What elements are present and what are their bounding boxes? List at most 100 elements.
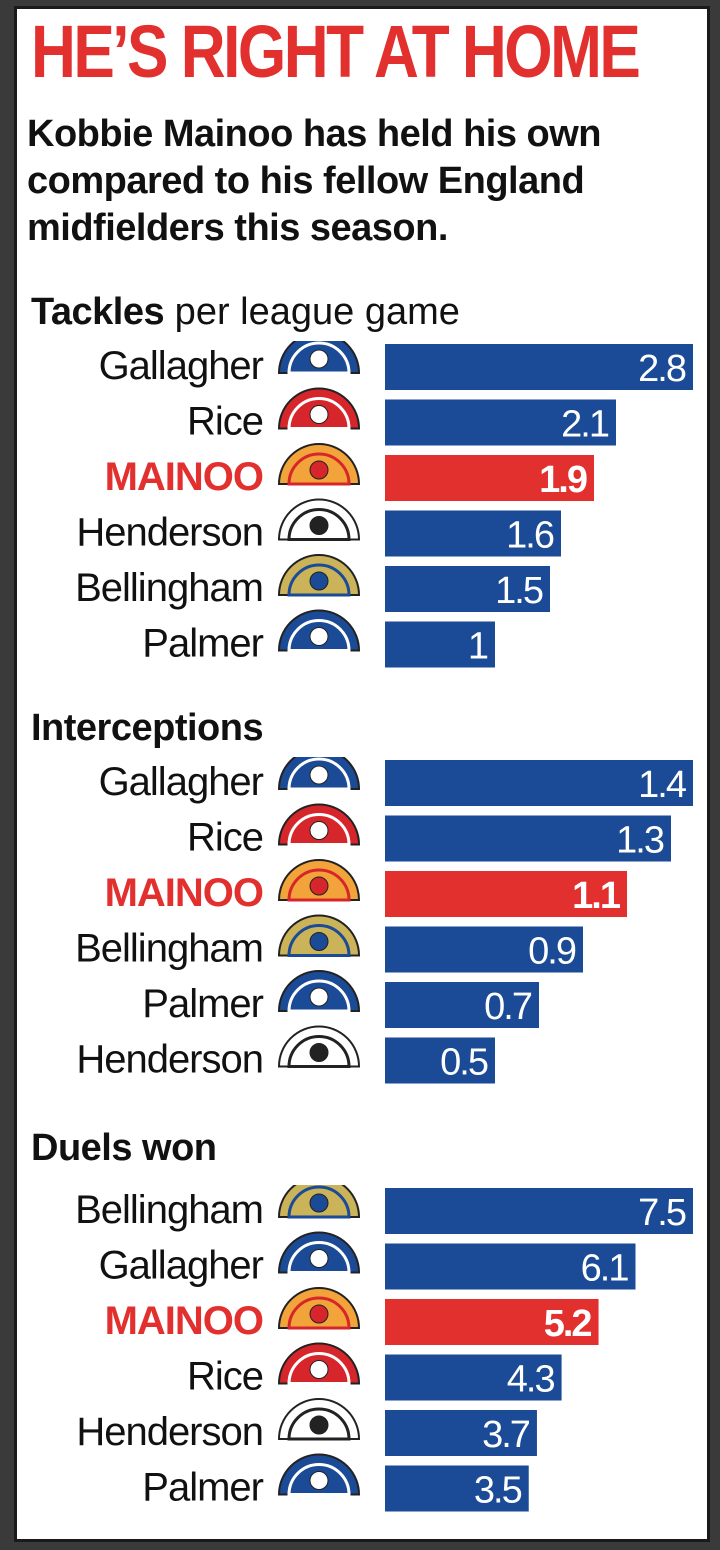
player-name: Palmer xyxy=(142,622,263,666)
value-label: 1.3 xyxy=(616,820,664,862)
infographic-panel: HE’S RIGHT AT HOME Kobbie Mainoo has hel… xyxy=(14,6,710,1542)
bar-row: Rice 1.3 xyxy=(187,803,671,862)
player-name: Palmer xyxy=(142,982,263,1026)
bar xyxy=(385,1243,636,1290)
value-label: 3.7 xyxy=(482,1414,530,1456)
chelsea-crest-icon xyxy=(277,609,361,652)
value-label: 1.6 xyxy=(506,515,554,557)
chelsea-crest-icon xyxy=(277,970,361,1013)
value-label: 0.7 xyxy=(484,986,532,1028)
bar xyxy=(385,760,693,806)
arsenal-crest-icon xyxy=(277,803,361,846)
player-name: Bellingham xyxy=(75,1188,263,1232)
interceptions-section-title: Interceptions xyxy=(31,707,264,749)
player-name: MAINOO xyxy=(105,1299,263,1343)
bar-row: Henderson 0.5 xyxy=(76,1025,495,1084)
value-label: 1 xyxy=(468,626,488,668)
player-name: Henderson xyxy=(76,1038,263,1082)
bar-row: Rice 2.1 xyxy=(187,387,616,446)
bar-row: Bellingham 7.5 xyxy=(75,1185,693,1234)
bar-row: Rice 4.3 xyxy=(187,1342,562,1401)
duels-won-bar-chart: Bellingham 7.5 Gallagher 6.1 MAINOO 5.2 Rice 4.… xyxy=(75,1185,693,1512)
value-label: 0.5 xyxy=(440,1042,488,1084)
bar xyxy=(385,1354,562,1401)
bar-row: Gallagher 1.4 xyxy=(99,757,693,806)
bar xyxy=(385,399,616,446)
bar-row: MAINOO 1.1 xyxy=(105,859,627,917)
tackles-title-rest: per league game xyxy=(164,291,460,333)
player-name: Gallagher xyxy=(99,344,264,388)
bar xyxy=(385,1465,529,1512)
bar-row: Bellingham 0.9 xyxy=(75,914,583,973)
ajax-crest-icon xyxy=(277,1025,361,1068)
value-label: 0.9 xyxy=(528,931,576,973)
subhead: Kobbie Mainoo has held his own compared … xyxy=(27,113,602,249)
chelsea-crest-icon xyxy=(277,1453,361,1496)
player-name: Gallagher xyxy=(99,760,264,804)
real-madrid-crest-icon xyxy=(277,914,361,957)
value-label: 4.3 xyxy=(507,1359,555,1401)
value-label: 2.8 xyxy=(638,348,686,390)
bar xyxy=(385,1188,693,1234)
bar xyxy=(385,510,561,557)
value-label: 1.1 xyxy=(572,875,621,917)
value-label: 3.5 xyxy=(474,1470,522,1512)
bar xyxy=(385,926,583,973)
bar xyxy=(385,566,550,612)
bar xyxy=(385,871,627,917)
bar xyxy=(385,982,539,1028)
ajax-crest-icon xyxy=(277,498,361,541)
chelsea-crest-icon xyxy=(277,1231,361,1274)
real-madrid-crest-icon xyxy=(277,554,361,597)
value-label: 2.1 xyxy=(561,404,609,446)
tackles-section-title: Tackles per league game xyxy=(31,291,460,333)
bar xyxy=(385,344,693,390)
bar xyxy=(385,1299,599,1345)
bar-row: Henderson 1.6 xyxy=(76,498,561,557)
bar xyxy=(385,1037,495,1084)
chelsea-crest-icon xyxy=(277,341,361,375)
bar-row: Bellingham 1.5 xyxy=(75,554,550,612)
value-label: 1.4 xyxy=(638,764,687,806)
chelsea-crest-icon xyxy=(277,757,361,791)
player-name: Bellingham xyxy=(75,566,263,610)
bar xyxy=(385,621,495,668)
player-name: Rice xyxy=(187,400,263,444)
player-name: MAINOO xyxy=(105,455,263,499)
value-label: 5.2 xyxy=(544,1303,592,1345)
bar-row: Gallagher 6.1 xyxy=(99,1231,636,1290)
player-name: Palmer xyxy=(142,1466,263,1510)
bar xyxy=(385,1410,537,1456)
interceptions-bar-chart: Gallagher 1.4 Rice 1.3 MAINOO 1.1 Bellingham 0.… xyxy=(75,757,693,1084)
interceptions-title-bold: Interceptions xyxy=(31,707,264,749)
duels-title-bold: Duels won xyxy=(31,1127,217,1169)
player-name: Bellingham xyxy=(75,927,263,971)
value-label: 6.1 xyxy=(581,1248,629,1290)
tackles-title-bold: Tackles xyxy=(31,291,165,333)
value-label: 1.5 xyxy=(495,570,543,612)
arsenal-crest-icon xyxy=(277,387,361,430)
player-name: MAINOO xyxy=(105,871,263,915)
man-utd-crest-icon xyxy=(277,1287,361,1330)
bar-row: MAINOO 5.2 xyxy=(105,1287,599,1345)
player-name: Gallagher xyxy=(99,1244,264,1288)
bar xyxy=(385,815,671,862)
man-utd-crest-icon xyxy=(277,859,361,902)
tackles-bar-chart: Gallagher 2.8 Rice 2.1 MAINOO 1.9 Henderson 1.6… xyxy=(75,341,693,668)
bar-row: Palmer 3.5 xyxy=(142,1453,529,1512)
bar-row: Palmer 1 xyxy=(142,609,495,668)
bar xyxy=(385,455,594,501)
bar-row: Gallagher 2.8 xyxy=(99,341,693,390)
player-name: Rice xyxy=(187,816,263,860)
player-name: Henderson xyxy=(76,511,263,555)
value-label: 7.5 xyxy=(638,1192,686,1234)
player-name: Rice xyxy=(187,1355,263,1399)
headline: HE’S RIGHT AT HOME xyxy=(31,10,641,93)
arsenal-crest-icon xyxy=(277,1342,361,1385)
bar-row: Palmer 0.7 xyxy=(142,970,539,1028)
ajax-crest-icon xyxy=(277,1398,361,1441)
bar-row: Henderson 3.7 xyxy=(76,1398,537,1456)
real-madrid-crest-icon xyxy=(277,1185,361,1219)
value-label: 1.9 xyxy=(539,459,587,501)
player-name: Henderson xyxy=(76,1410,263,1454)
